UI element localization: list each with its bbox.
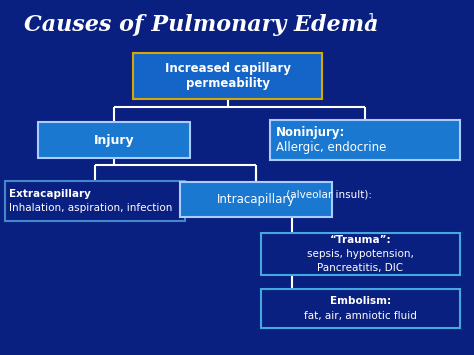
Text: Injury: Injury [93,134,134,147]
Text: “Trauma”:: “Trauma”: [329,235,391,245]
Text: 1: 1 [367,12,375,26]
Text: Inhalation, aspiration, infection: Inhalation, aspiration, infection [9,203,173,213]
Text: fat, air, amniotic fluid: fat, air, amniotic fluid [304,311,417,321]
Text: Noninjury:: Noninjury: [276,126,345,140]
Text: (alveolar insult):: (alveolar insult): [283,189,372,199]
FancyBboxPatch shape [5,181,185,221]
FancyBboxPatch shape [38,122,190,158]
FancyBboxPatch shape [261,289,460,328]
Text: sepsis, hypotension,: sepsis, hypotension, [307,249,414,259]
Text: Embolism:: Embolism: [330,296,391,306]
FancyBboxPatch shape [270,120,460,160]
Text: Increased capillary
permeability: Increased capillary permeability [164,62,291,90]
Text: Allergic, endocrine: Allergic, endocrine [276,141,386,154]
Text: Extracapillary: Extracapillary [9,189,91,199]
FancyBboxPatch shape [133,53,322,99]
Text: Pancreatitis, DIC: Pancreatitis, DIC [317,263,403,273]
FancyBboxPatch shape [261,233,460,275]
Text: Causes of Pulmonary Edema: Causes of Pulmonary Edema [24,14,378,36]
Text: Intracapillary: Intracapillary [217,193,295,206]
FancyBboxPatch shape [180,182,332,217]
